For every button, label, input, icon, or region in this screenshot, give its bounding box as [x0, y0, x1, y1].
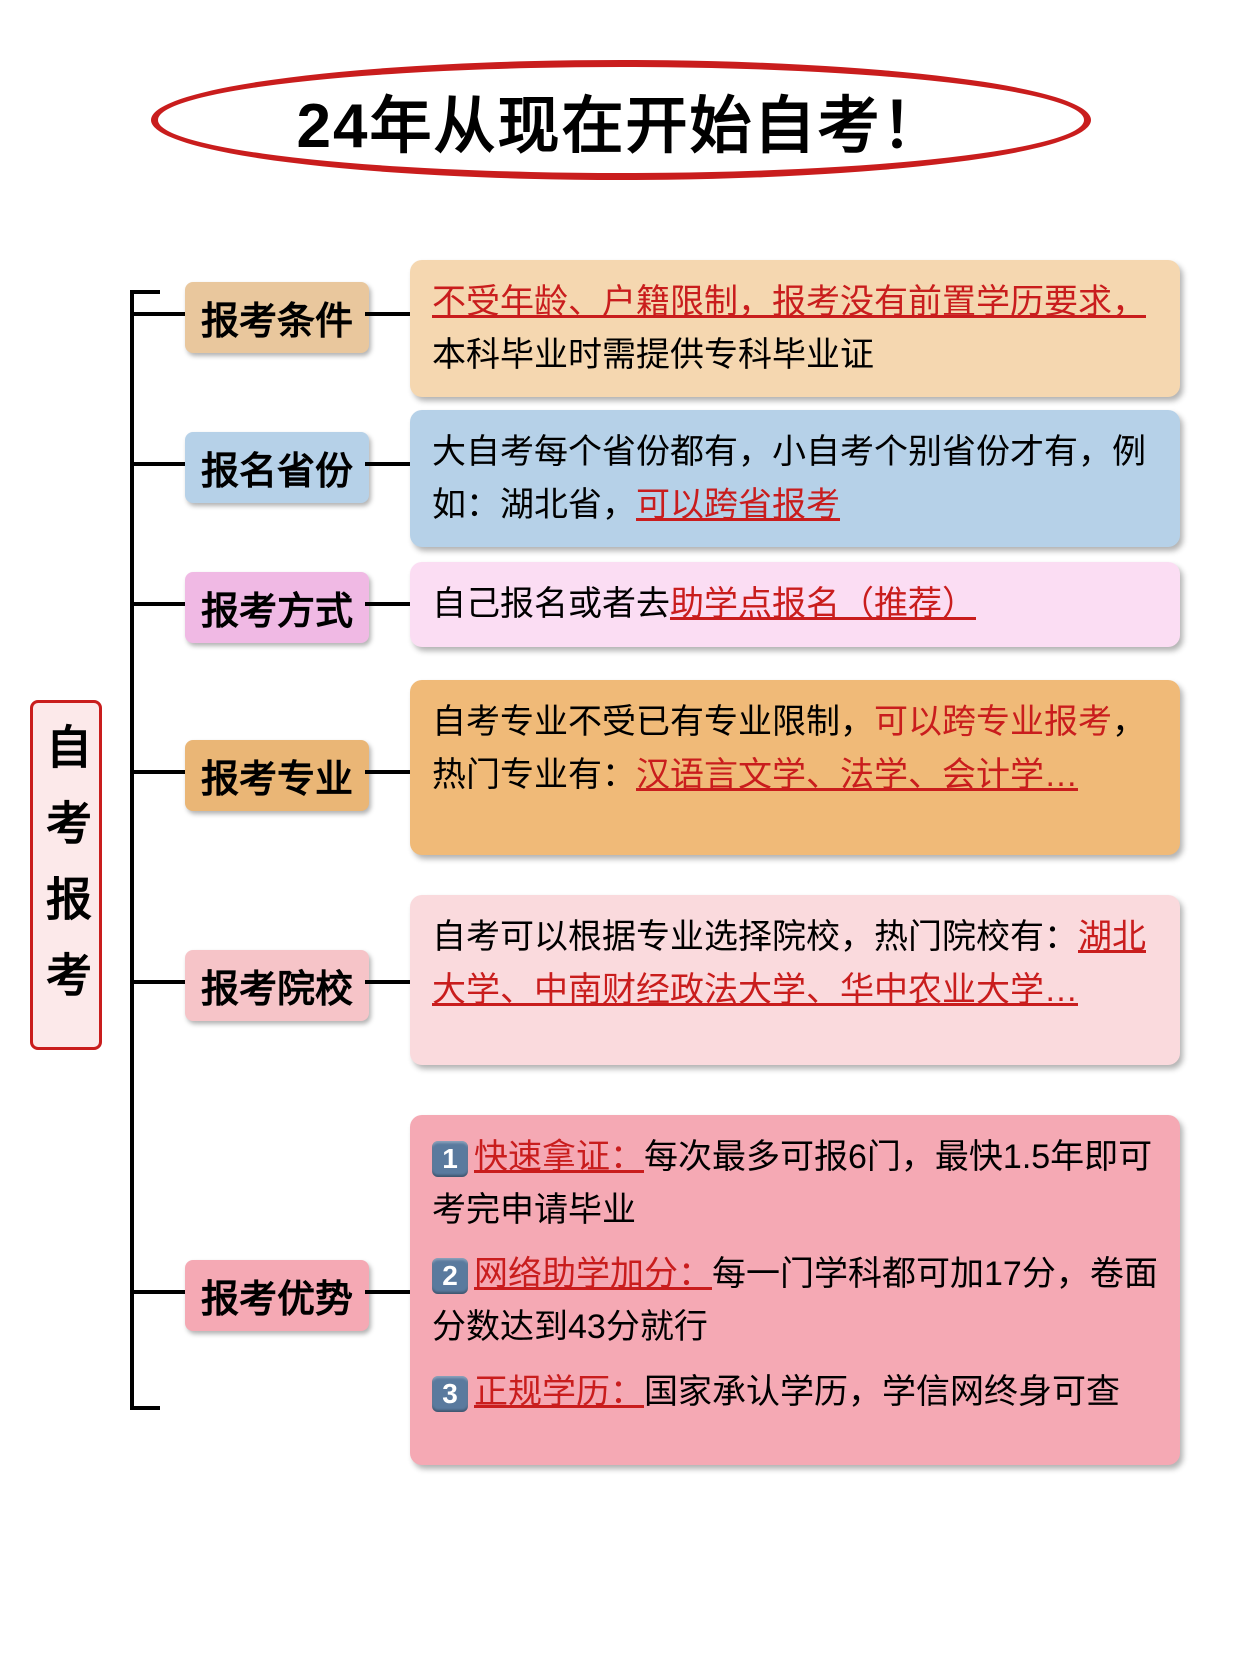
bracket-top-cap — [130, 290, 160, 294]
advantage-title-2: 网络助学加分： — [474, 1255, 712, 1293]
connector-conditions — [365, 312, 410, 316]
bracket-vertical-line — [130, 290, 134, 1410]
connector-advantage — [365, 1290, 410, 1294]
bracket-branch-province — [130, 462, 185, 466]
connector-province — [365, 462, 410, 466]
title-container: 24年从现在开始自考！ — [151, 60, 1091, 180]
advantage-title-1: 快速拿证： — [474, 1138, 644, 1176]
bracket-branch-school — [130, 980, 185, 984]
content-box-province: 大自考每个省份都有，小自考个别省份才有，例如：湖北省，可以跨省报考 — [410, 410, 1180, 547]
page-title: 24年从现在开始自考！ — [297, 75, 946, 165]
advantage-text-3: 国家承认学历，学信网终身可查 — [644, 1373, 1120, 1411]
bracket-branch-conditions — [130, 312, 185, 316]
section-label-school: 报考院校 — [185, 950, 369, 1021]
content-text-conditions-1: 本科毕业时需提供专科毕业证 — [432, 336, 874, 374]
content-box-major: 自考专业不受已有专业限制，可以跨专业报考，热门专业有：汉语言文学、法学、会计学… — [410, 680, 1180, 855]
connector-school — [365, 980, 410, 984]
content-box-conditions: 不受年龄、户籍限制，报考没有前置学历要求， 本科毕业时需提供专科毕业证 — [410, 260, 1180, 397]
advantage-badge-1: 1 — [432, 1141, 468, 1177]
content-text-major-1: 可以跨专业报考 — [874, 703, 1112, 741]
content-text-major-0: 自考专业不受已有专业限制， — [432, 703, 874, 741]
bracket-branch-major — [130, 770, 185, 774]
content-text-major-3: 汉语言文学、法学、会计学… — [636, 756, 1078, 794]
bracket-bottom-cap — [130, 1406, 160, 1410]
advantage-item-2: 2网络助学加分：每一门学科都可加17分，卷面分数达到43分就行 — [432, 1248, 1158, 1353]
advantage-badge-2: 2 — [432, 1258, 468, 1294]
content-box-school: 自考可以根据专业选择院校，热门院校有：湖北大学、中南财经政法大学、华中农业大学… — [410, 895, 1180, 1065]
section-label-method: 报考方式 — [185, 572, 369, 643]
connector-method — [365, 602, 410, 606]
connector-major — [365, 770, 410, 774]
bracket-branch-advantage — [130, 1290, 185, 1294]
content-text-province-1: 可以跨省报考 — [636, 486, 840, 524]
section-label-advantage: 报考优势 — [185, 1260, 369, 1331]
content-text-method-1: 助学点报名（推荐） — [670, 585, 976, 623]
advantage-badge-3: 3 — [432, 1376, 468, 1412]
content-box-method: 自己报名或者去助学点报名（推荐） — [410, 562, 1180, 647]
section-label-major: 报考专业 — [185, 740, 369, 811]
section-label-conditions: 报考条件 — [185, 282, 369, 353]
advantage-item-3: 3正规学历：国家承认学历，学信网终身可查 — [432, 1366, 1158, 1419]
content-box-advantage: 1快速拿证：每次最多可报6门，最快1.5年即可考完申请毕业 2网络助学加分：每一门… — [410, 1115, 1180, 1465]
content-text-school-0: 自考可以根据专业选择院校，热门院校有： — [432, 918, 1078, 956]
content-text-conditions-0: 不受年龄、户籍限制，报考没有前置学历要求， — [432, 283, 1146, 321]
content-text-method-0: 自己报名或者去 — [432, 585, 670, 623]
advantage-item-1: 1快速拿证：每次最多可报6门，最快1.5年即可考完申请毕业 — [432, 1131, 1158, 1236]
bracket-branch-method — [130, 602, 185, 606]
advantage-title-3: 正规学历： — [474, 1373, 644, 1411]
section-label-province: 报名省份 — [185, 432, 369, 503]
main-category-label: 自考报考 — [30, 700, 102, 1050]
